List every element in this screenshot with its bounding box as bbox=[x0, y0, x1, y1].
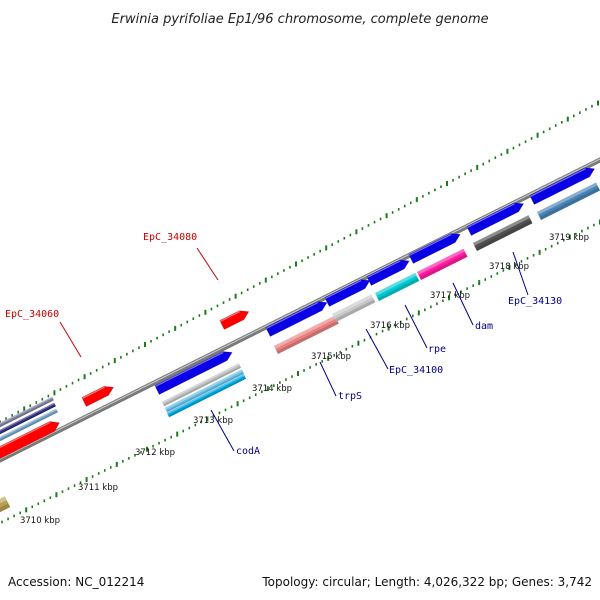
label-leader-line bbox=[319, 361, 337, 397]
gene-arrow-EpC_34130 bbox=[466, 202, 525, 236]
gene-label: dam bbox=[475, 321, 493, 332]
label-leader-line bbox=[210, 409, 235, 452]
feature-bar-rpe bbox=[374, 272, 420, 302]
gene-arrow-EpC_34080 bbox=[219, 310, 250, 330]
scale-label: 3712 kbp bbox=[135, 448, 175, 458]
gene-labels: EpC_34080 EpC_34060 codA trpS EpC_34100 rpe da… bbox=[5, 232, 562, 457]
feature-bar-left-navy bbox=[0, 402, 56, 436]
label-leader-line bbox=[404, 304, 428, 349]
scale-label: 3713 kbp bbox=[193, 416, 233, 426]
feature-bar-EpC_34100 bbox=[331, 294, 376, 323]
label-leader-line bbox=[452, 282, 474, 326]
feature-bar-codA-cyan bbox=[166, 374, 247, 418]
accession-text: Accession: NC_012214 bbox=[8, 575, 144, 589]
scale-label: 3711 kbp bbox=[78, 483, 118, 493]
map-title: Erwinia pyrifoliae Ep1/96 chromosome, co… bbox=[111, 12, 488, 27]
scale-label: 3714 kbp bbox=[252, 384, 292, 394]
scale-label: 3717 kbp bbox=[430, 291, 470, 301]
gene-label: EpC_34060 bbox=[5, 309, 59, 320]
scale-label: 3715 kbp bbox=[311, 352, 351, 362]
gene-label: trpS bbox=[338, 391, 362, 402]
feature-bar-codA-grey bbox=[161, 363, 242, 407]
label-leader-line bbox=[59, 321, 82, 358]
scale-label: 3718 kbp bbox=[489, 262, 529, 272]
feature-bar-left-grey bbox=[0, 396, 54, 430]
feature-bar-EpC_34130 bbox=[472, 215, 533, 252]
scale-labels: 3710 kbp 3711 kbp 3712 kbp 3713 kbp 3714 kbp… bbox=[20, 233, 589, 526]
gene-label: codA bbox=[236, 446, 260, 457]
label-leader-line bbox=[196, 247, 219, 281]
gene-label: EpC_34130 bbox=[508, 296, 562, 307]
feature-bar-olive bbox=[0, 496, 11, 514]
feature-bar-dam bbox=[416, 248, 468, 281]
gene-arrow-trpS bbox=[265, 301, 328, 337]
genome-backbone-highlight bbox=[0, 158, 600, 460]
gene-arrow-codA bbox=[154, 351, 233, 395]
topology-text: Topology: circular; Length: 4,026,322 bp… bbox=[261, 575, 592, 589]
gene-features bbox=[0, 167, 600, 514]
scale-label: 3716 kbp bbox=[370, 321, 410, 331]
feature-bar-codA-lightblue bbox=[164, 369, 245, 413]
scale-label: 3710 kbp bbox=[20, 516, 60, 526]
outer-tick-track bbox=[0, 100, 599, 424]
feature-bar-next bbox=[536, 182, 600, 221]
label-leader-line bbox=[512, 251, 529, 296]
inner-tick-track bbox=[1, 219, 600, 524]
genome-backbone bbox=[0, 157, 600, 463]
gene-arrow-EpC_34100 bbox=[324, 279, 371, 307]
gene-label: EpC_34080 bbox=[143, 232, 197, 243]
scale-label: 3719 kbp bbox=[549, 233, 589, 243]
gene-label: rpe bbox=[428, 344, 446, 355]
gene-arrow-dam bbox=[408, 233, 461, 264]
feature-bar-trpS bbox=[273, 315, 339, 355]
gene-arrow-left-red bbox=[0, 421, 60, 461]
label-leader-line bbox=[365, 328, 389, 370]
feature-bar-left-steel bbox=[0, 408, 58, 442]
gene-arrow-EpC_34060 bbox=[81, 386, 115, 407]
gene-label: EpC_34100 bbox=[389, 365, 443, 376]
gene-arrow-rpe bbox=[366, 259, 410, 286]
gene-arrow-next bbox=[529, 167, 596, 205]
